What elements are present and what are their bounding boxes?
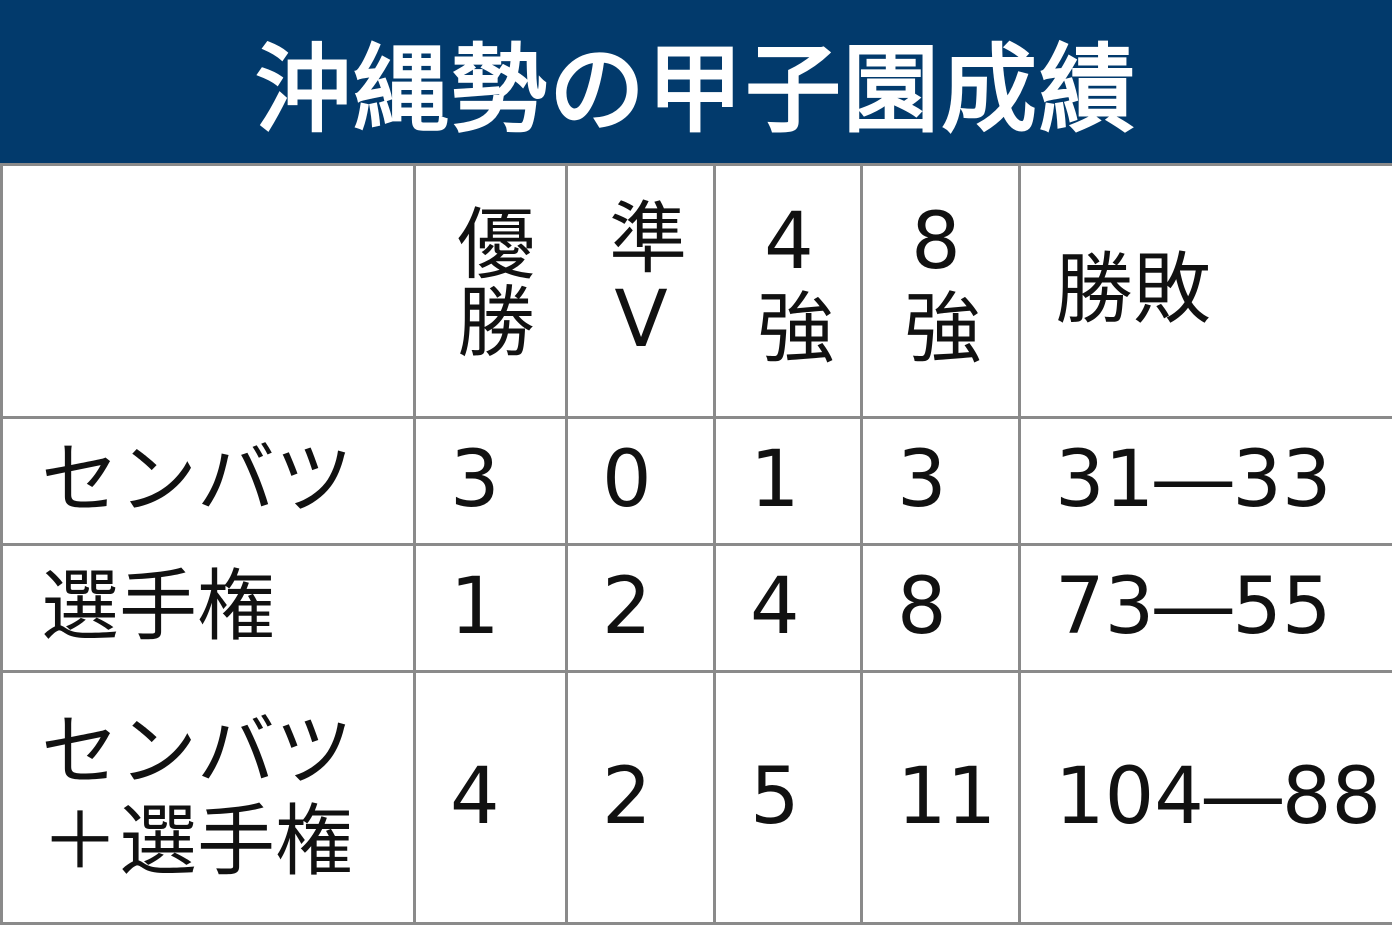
cell: 4 — [413, 670, 568, 925]
header-champion: 優勝 — [413, 163, 568, 419]
header-semifinal: 4強 — [713, 163, 863, 419]
cell: 31―33 — [1018, 416, 1392, 546]
header-label: 準V — [596, 197, 686, 366]
title-bar: 沖縄勢の甲子園成績 — [0, 0, 1392, 163]
cell: 2 — [565, 670, 716, 925]
cell: 2 — [565, 543, 716, 673]
header-row: 優勝 準V 4強 8強 勝敗 — [0, 163, 1392, 419]
row-label-text: 選手権 — [41, 562, 276, 653]
header-runner-up: 準V — [565, 163, 716, 419]
cell: 1 — [713, 416, 863, 546]
table-row: 選手権 1 2 4 8 73―55 — [0, 543, 1392, 673]
cell: 0 — [565, 416, 716, 546]
results-table: 優勝 準V 4強 8強 勝敗 センバツ 3 0 1 3 31―33 選手権 1 … — [0, 163, 1392, 925]
header-quarterfinal: 8強 — [860, 163, 1021, 419]
cell: 73―55 — [1018, 543, 1392, 673]
cell: 1 — [413, 543, 568, 673]
table-row: センバツ＋選手権 4 2 5 11 104―88 — [0, 670, 1392, 925]
cell: 5 — [713, 670, 863, 925]
row-label: センバツ＋選手権 — [0, 670, 416, 925]
cell: 11 — [860, 670, 1021, 925]
header-empty — [0, 163, 416, 419]
row-label: 選手権 — [0, 543, 416, 673]
cell: 104―88 — [1018, 670, 1392, 925]
header-label: 4強 — [744, 197, 834, 366]
header-label: 優勝 — [444, 203, 534, 360]
cell: 4 — [713, 543, 863, 673]
table-row: センバツ 3 0 1 3 31―33 — [0, 416, 1392, 546]
cell: 8 — [860, 543, 1021, 673]
row-label-text: センバツ — [41, 435, 354, 526]
chart-title: 沖縄勢の甲子園成績 — [255, 34, 1137, 146]
header-label: 8強 — [891, 197, 981, 366]
row-label: センバツ — [0, 416, 416, 546]
cell: 3 — [413, 416, 568, 546]
cell: 3 — [860, 416, 1021, 546]
row-label-text: センバツ＋選手権 — [41, 706, 354, 887]
header-win-loss: 勝敗 — [1018, 163, 1392, 419]
